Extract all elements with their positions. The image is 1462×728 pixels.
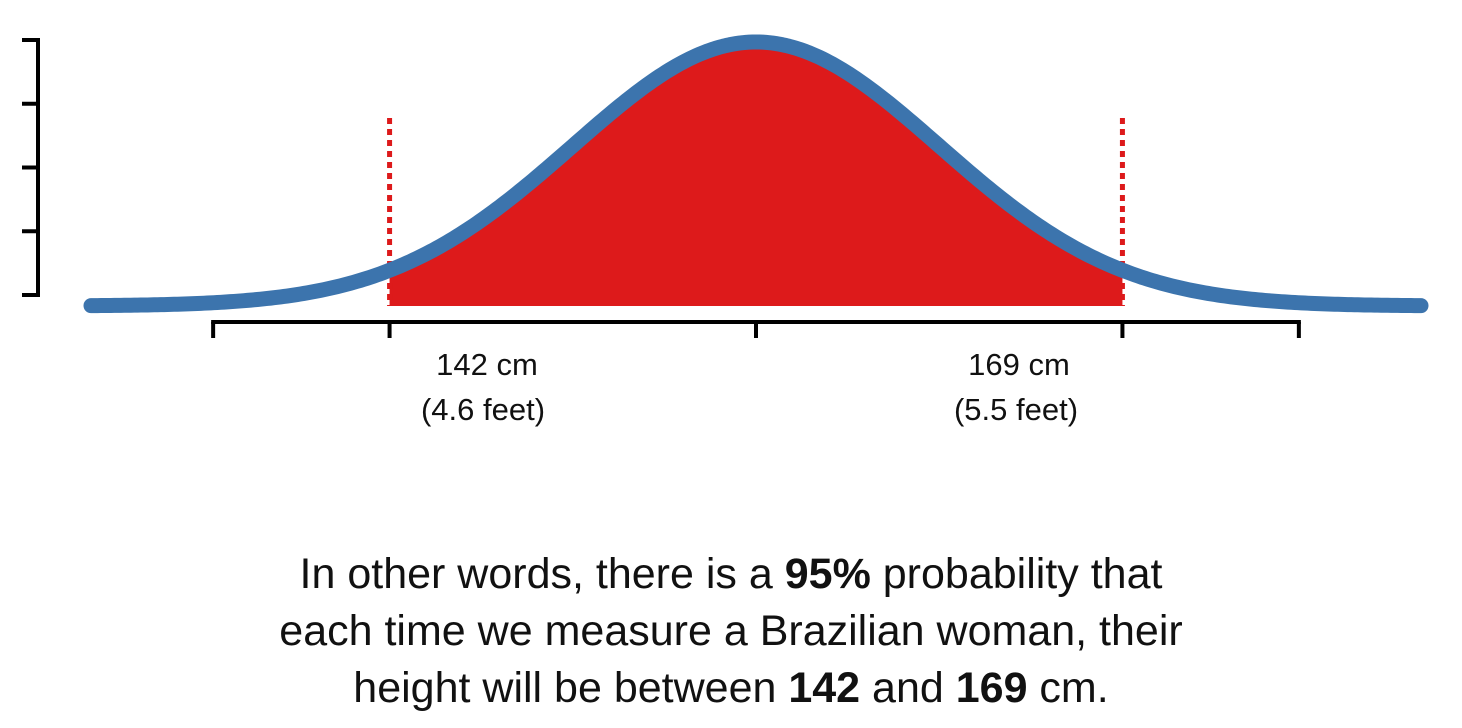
- shaded-probability-area: [389, 42, 1123, 306]
- caption-upper-bound-value: 169: [955, 664, 1028, 712]
- caption-text: probability that: [870, 550, 1163, 598]
- caption-line-2: each time we measure a Brazilian woman, …: [0, 603, 1462, 660]
- tick-label-142-cm: 142 cm: [436, 347, 538, 382]
- tick-label-169-cm: 169 cm: [968, 347, 1070, 382]
- tick-label-169-feet: (5.5 feet): [954, 392, 1078, 427]
- caption-probability-value: 95%: [784, 550, 871, 598]
- tick-label-142-feet: (4.6 feet): [421, 392, 545, 427]
- caption-text: and: [860, 664, 956, 712]
- caption-lower-bound-value: 142: [788, 664, 861, 712]
- caption-text: height will be between: [353, 664, 789, 712]
- caption-text: In other words, there is a: [299, 550, 785, 598]
- caption-text: each time we measure a Brazilian woman, …: [279, 607, 1183, 655]
- x-axis: [211, 320, 1301, 338]
- explanation-caption: In other words, there is a 95% probabili…: [0, 546, 1462, 717]
- normal-distribution-curve: [83, 34, 1429, 314]
- caption-line-3: height will be between 142 and 169 cm.: [0, 660, 1462, 717]
- caption-text: cm.: [1027, 664, 1109, 712]
- height-distribution-chart: 142 cm (4.6 feet) 169 cm (5.5 feet): [22, 34, 1429, 427]
- y-axis: [22, 38, 40, 297]
- caption-line-1: In other words, there is a 95% probabili…: [0, 546, 1462, 603]
